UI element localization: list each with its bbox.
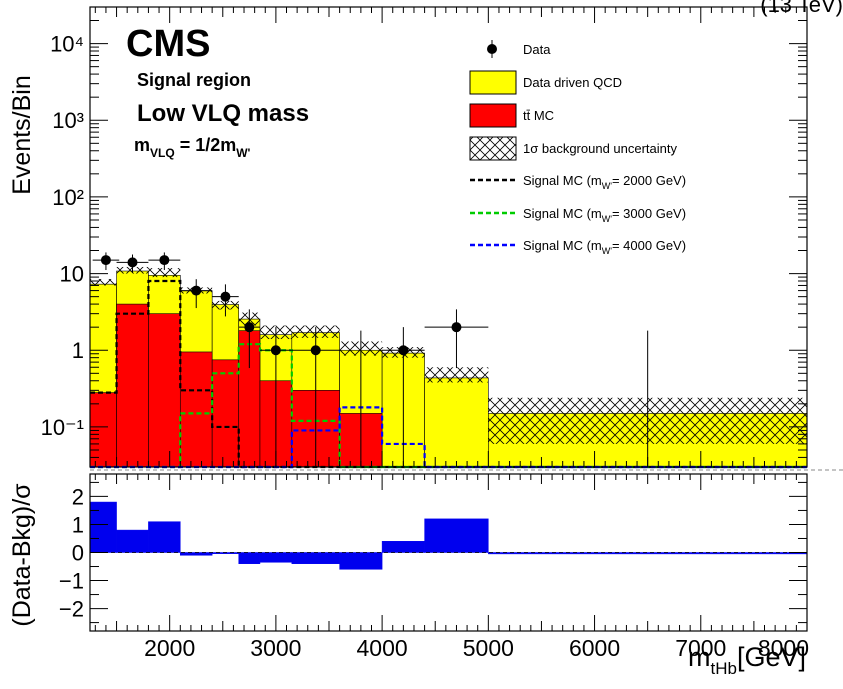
legend-sig3000-sub: W' [602,214,612,224]
data-point [398,345,409,356]
legend-ttbar-label: tt̄ MC [523,108,554,123]
qcd-bar [424,377,489,468]
legend-uncertainty-swatch [469,136,517,161]
ttbar-bar [179,351,213,468]
pull-bar [148,521,181,553]
data-point [220,291,231,302]
y-tick-label: 1 [72,338,84,363]
ttbar-bar [116,303,149,468]
region-label: Signal region [137,70,251,90]
ratio-panel: −2 −1 0 1 2 2000 3000 4000 5000 6000 7000 8000 [59,473,809,661]
x-tick-label: 8000 [758,635,809,661]
pull-bar [424,518,489,553]
pull-bar [291,552,340,564]
x-axis-label-m: m [688,642,711,672]
pull-bar [488,552,808,555]
y-tick-label: 10² [52,185,84,210]
data-point [244,322,255,333]
mass-relation-vlq: VLQ [150,146,175,160]
legend-qcd-swatch [469,70,517,95]
legend-sig4000-text: Signal MC (m [523,238,602,253]
legend-sig2000-tail: = 2000 GeV) [612,173,686,188]
pull-bar [116,529,149,553]
legend-sig3000-tail: = 3000 GeV) [612,206,686,221]
data-point [270,345,281,356]
data-point [127,257,138,268]
mass-relation-mid: = 1/2m [175,135,237,155]
uncertainty-band [90,278,117,286]
data-point [310,345,321,356]
x-tick-label: 2000 [144,635,195,661]
ratio-y-tick-label: 0 [72,541,84,566]
x-axis-label-sub: tHb [711,659,737,678]
ratio-y-tick-label: −2 [59,597,84,622]
vlq-mass-label: Low VLQ mass [137,100,309,127]
ttbar-bar [148,313,181,468]
ratio-y-tick-label: 1 [72,512,84,537]
mass-relation-m: m [134,135,150,155]
legend-sig4000-label: Signal MC (mW'= 4000 GeV) [523,238,686,256]
y-tick-label: 10 [60,262,84,287]
cms-label: CMS [126,23,210,65]
x-tick-label: 4000 [357,635,408,661]
main-y-axis-label: Events/Bin [8,75,36,195]
legend-sig3000-text: Signal MC (m [523,206,602,221]
y-tick-label: 10⁻¹ [41,415,84,440]
pull-bar [381,541,425,553]
x-tick-label: 6000 [569,635,620,661]
x-tick-label: 3000 [250,635,301,661]
ratio-y-tick-label: 2 [72,484,84,509]
y-tick-label: 10⁴ [50,32,84,57]
data-point [451,322,462,333]
x-axis-label-unit: [GeV] [737,642,806,672]
ttbar-bar [89,392,117,468]
legend-sig2000-text: Signal MC (m [523,173,602,188]
legend-sig4000-sub: W' [602,246,612,256]
pull-bar [339,552,383,570]
x-tick-label: 5000 [463,635,514,661]
mass-relation-wprime: W' [236,146,250,160]
legend-sig2000-label: Signal MC (mW'= 2000 GeV) [523,173,686,191]
header-right: (13 TeV) [760,0,843,17]
mass-relation-label: mVLQ = 1/2mW' [134,135,251,160]
pull-bar [89,501,117,553]
ratio-y-tick-label: −1 [59,569,84,594]
legend-sig2000-sub: W' [602,181,612,191]
legend-sig4000-tail: = 4000 GeV) [612,238,686,253]
legend-sig3000-label: Signal MC (mW'= 3000 GeV) [523,206,686,224]
y-tick-label: 10³ [52,108,84,133]
legend-data-label: Data [523,42,551,57]
legend: Data Data driven QCD tt̄ MC 1σ backgroun… [469,40,686,256]
main-panel: 10⁻¹ 1 10 10² 10³ 10⁴ [41,6,843,471]
ratio-y-axis-label: (Data-Bkg)/σ [8,483,36,627]
legend-uncertainty-label: 1σ background uncertainty [523,141,678,156]
ttbar-bar [211,359,240,468]
uncertainty-band [148,268,181,278]
uncertainty-band [424,367,489,383]
pull-bar [238,552,261,564]
pull-bar [180,552,213,556]
legend-qcd-label: Data driven QCD [523,75,622,90]
data-point [191,285,202,296]
data-point [100,255,111,266]
x-axis-label: mtHb[GeV] [688,642,806,678]
data-point [159,255,170,266]
legend-ttbar-swatch [469,103,517,128]
x-tick-label: 7000 [675,635,726,661]
pull-bar [259,552,293,563]
